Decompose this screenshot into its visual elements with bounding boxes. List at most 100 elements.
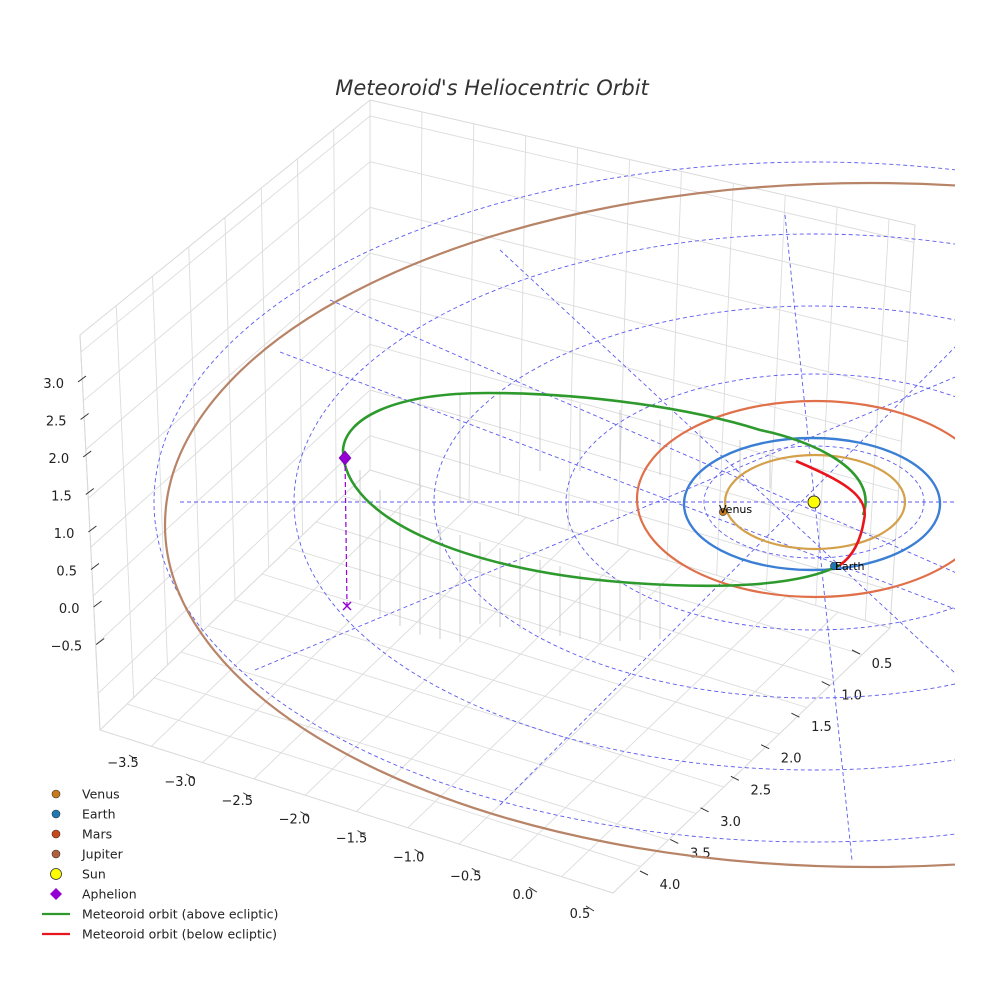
z-tick-label: 0.5: [56, 565, 77, 580]
legend-marker: [50, 888, 62, 900]
y-tick-mark: [821, 681, 830, 687]
legend-item: Mars: [51, 827, 112, 842]
y-tick-label: 3.5: [690, 846, 711, 861]
sun-marker: [807, 495, 821, 509]
grid-line: [561, 611, 839, 878]
z-tick-mark: [95, 638, 105, 645]
z-tick-mark: [85, 488, 95, 495]
x-tick-mark: [414, 848, 423, 855]
y-tick-mark: [639, 870, 649, 876]
grid-line: [152, 276, 168, 666]
x-tick-label: −0.5: [450, 869, 482, 884]
legend-marker: [51, 809, 61, 819]
legend-label: Meteoroid orbit (above ecliptic): [82, 907, 278, 922]
grid-lines: [80, 100, 915, 878]
y-tick-label: 2.0: [781, 752, 802, 767]
y-tick-label: 2.5: [751, 783, 772, 798]
z-tick-label: −0.5: [51, 640, 83, 655]
z-axis-ticks: 3.0 2.5 2.0 1.5 1.0 0.5 0.0 −0.5: [43, 375, 105, 655]
z-tick-mark: [88, 525, 97, 533]
grid-line: [188, 246, 202, 633]
y-tick-mark: [730, 775, 740, 781]
y-tick-label: 0.5: [872, 657, 893, 672]
x-tick-mark: [585, 905, 595, 912]
meteoroid-orbit-below-ecliptic: [795, 459, 867, 567]
x-tick-mark: [528, 886, 538, 893]
x-tick-label: −3.0: [164, 775, 196, 790]
earth-orbit: [682, 436, 942, 572]
grid-line: [369, 206, 908, 343]
grid-line: [468, 123, 475, 501]
z-tick-label: 1.5: [51, 490, 72, 505]
grid-line: [115, 305, 135, 698]
grid-line: [297, 158, 303, 536]
grid-line: [765, 195, 786, 591]
x-tick-mark: [128, 754, 138, 761]
x-tick-mark: [242, 792, 252, 799]
grid-line: [369, 389, 896, 542]
axes-box: [79, 99, 916, 894]
legend: Venus Earth Mars Jupiter Sun Aphelion Meteoroi…: [42, 787, 278, 942]
grid-line: [458, 580, 735, 845]
grid-line: [260, 188, 270, 568]
jupiter-orbit: [164, 182, 955, 868]
ecliptic-radial-line: [499, 346, 955, 806]
grid-line: [369, 298, 902, 442]
grid-line: [815, 207, 838, 606]
x-tick-label: −2.0: [279, 813, 311, 828]
meteoroid-orbit-above-ecliptic: [341, 391, 867, 588]
ecliptic-radial-line: [254, 376, 955, 671]
venus-marker: [719, 508, 727, 516]
earth-label: Earth: [835, 560, 865, 573]
x-tick-label: −2.5: [221, 794, 253, 809]
z-tick-mark: [82, 450, 92, 458]
grid-line: [864, 219, 890, 621]
ecliptic-circle: [153, 161, 955, 843]
z-tick-label: 2.0: [49, 452, 70, 467]
legend-label: Meteoroid orbit (below ecliptic): [82, 927, 277, 942]
y-tick-mark: [791, 712, 800, 718]
aphelion-drop-line: [344, 457, 348, 607]
x-tick-label: 0.5: [570, 907, 591, 922]
x-tick-label: −1.0: [393, 850, 425, 865]
chart-title: Meteoroid's Heliocentric Orbit: [335, 76, 649, 100]
grid-line: [369, 435, 893, 592]
grid-line: [666, 171, 682, 561]
legend-label: Venus: [82, 787, 120, 802]
z-tick-label: 2.5: [46, 415, 67, 430]
legend-item: Earth: [51, 807, 116, 822]
grid-line: [234, 599, 752, 761]
ecliptic-radial-line: [784, 214, 853, 861]
y-tick-label: 1.5: [811, 720, 832, 735]
grid-line: [567, 147, 579, 531]
x-axis-ticks: −3.5 −3.0 −2.5 −2.0 −1.5 −1.0 −0.5 0.0 0.5: [107, 754, 595, 922]
legend-label: Mars: [82, 827, 112, 842]
legend-label: Jupiter: [81, 847, 124, 862]
legend-item: Meteoroid orbit (above ecliptic): [42, 907, 278, 922]
grid-line: [333, 129, 337, 503]
grid-line: [224, 217, 236, 601]
x-tick-label: 0.0: [513, 888, 534, 903]
y-tick-label: 3.0: [720, 815, 741, 830]
x-tick-mark: [185, 773, 195, 780]
legend-item: Aphelion: [50, 887, 137, 902]
grid-line: [518, 135, 527, 516]
grid-line: [126, 703, 641, 867]
aphelion-marker: [338, 450, 352, 466]
legend-label: Aphelion: [82, 887, 137, 902]
z-tick-mark: [80, 413, 89, 420]
grid-line: [617, 159, 630, 546]
legend-marker: [50, 868, 62, 880]
legend-item: Sun: [50, 867, 106, 882]
earth-marker: [830, 562, 838, 570]
legend-item: Jupiter: [51, 847, 124, 862]
legend-marker: [51, 789, 61, 799]
legend-label: Earth: [82, 807, 116, 822]
y-tick-mark: [851, 649, 861, 655]
aphelion-projection-marker: [342, 601, 352, 611]
orbit-projection-lines: [359, 394, 771, 643]
x-tick-label: −1.5: [336, 832, 368, 847]
x-tick-mark: [471, 867, 481, 874]
venus-orbit: [723, 453, 907, 551]
z-tick-mark: [77, 375, 87, 383]
